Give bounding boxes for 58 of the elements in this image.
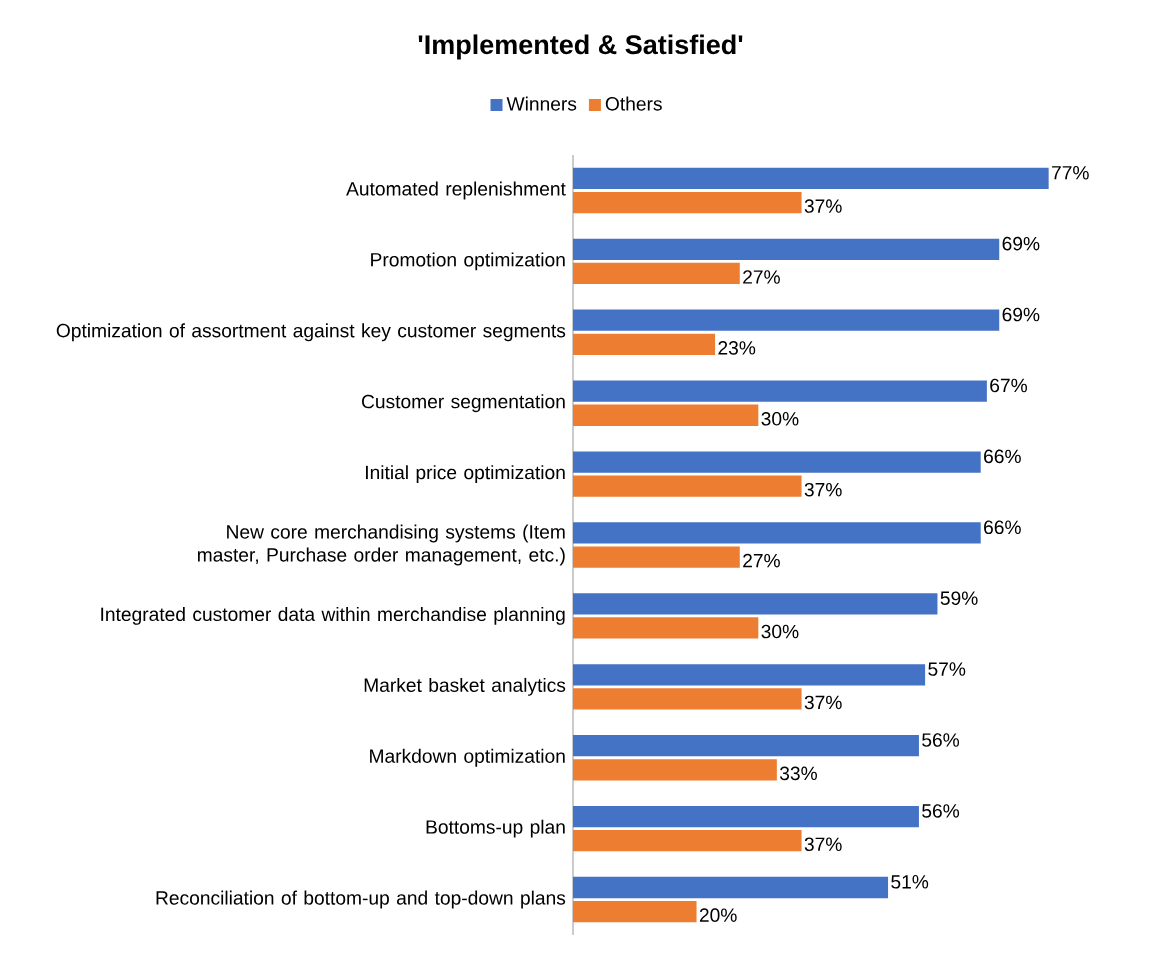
y-tick-label: Initial price optimization <box>366 465 565 484</box>
y-tick-label: Integrated customer data within merchandise planning <box>101 606 565 625</box>
data-label: 56% <box>922 804 960 818</box>
bar <box>573 191 802 214</box>
data-label: 59% <box>940 591 978 605</box>
bar <box>573 900 697 923</box>
bar <box>573 167 1049 190</box>
bar <box>573 688 802 710</box>
data-label: 56% <box>922 733 960 747</box>
data-label: 51% <box>891 875 929 889</box>
data-label: 66% <box>984 520 1021 535</box>
data-label: 37% <box>804 199 842 213</box>
data-label: 37% <box>804 837 842 852</box>
y-tick-label: Bottoms-up plan <box>426 819 565 838</box>
data-label: 57% <box>928 662 966 676</box>
bar <box>573 451 981 473</box>
y-tick-label: Automated replenishment <box>346 181 566 200</box>
y-tick-label: Reconciliation of bottom-up and top-down plans <box>156 890 566 909</box>
data-label: 66% <box>984 449 1021 464</box>
bar <box>573 593 938 615</box>
data-label: 30% <box>761 412 799 426</box>
data-label: 27% <box>743 553 780 568</box>
bar <box>573 664 926 686</box>
bar <box>573 238 1000 260</box>
data-label: 67% <box>990 378 1028 393</box>
data-label: 23% <box>718 341 756 355</box>
data-label: 27% <box>743 270 780 284</box>
y-tick-label: Customer segmentation <box>362 394 565 413</box>
bar <box>573 617 759 639</box>
bar <box>573 759 777 781</box>
legend-label: Others <box>605 96 662 111</box>
data-label: 37% <box>804 695 842 710</box>
bar <box>573 262 740 285</box>
data-label: 37% <box>804 482 842 497</box>
data-label: 77% <box>1052 166 1089 180</box>
data-label: 33% <box>779 766 817 781</box>
bar <box>573 546 740 568</box>
y-tick-label: Market basket analytics <box>364 677 566 696</box>
bar <box>573 380 987 402</box>
bar <box>573 805 919 828</box>
data-label: 30% <box>761 624 799 639</box>
bar <box>573 333 716 355</box>
bar <box>573 404 759 426</box>
y-tick-label: Markdown optimization <box>370 748 565 767</box>
bar <box>573 522 981 544</box>
data-label: 69% <box>1002 307 1040 322</box>
bar <box>573 735 919 757</box>
data-label: 20% <box>699 908 737 922</box>
y-tick-label: Promotion optimization <box>371 252 565 271</box>
legend-label: Winners <box>506 96 577 111</box>
bar <box>573 876 889 899</box>
bar <box>573 309 1000 331</box>
y-tick-label: New core merchandising systems (Item master, Purchase order management, etc.) <box>197 524 565 566</box>
y-tick-label: Optimization of assortment against key customer segments <box>56 323 566 342</box>
bar <box>573 475 802 497</box>
data-label: 69% <box>1002 236 1040 251</box>
chart-title: 'Implemented & Satisfied' <box>418 34 743 60</box>
bar <box>573 830 802 852</box>
